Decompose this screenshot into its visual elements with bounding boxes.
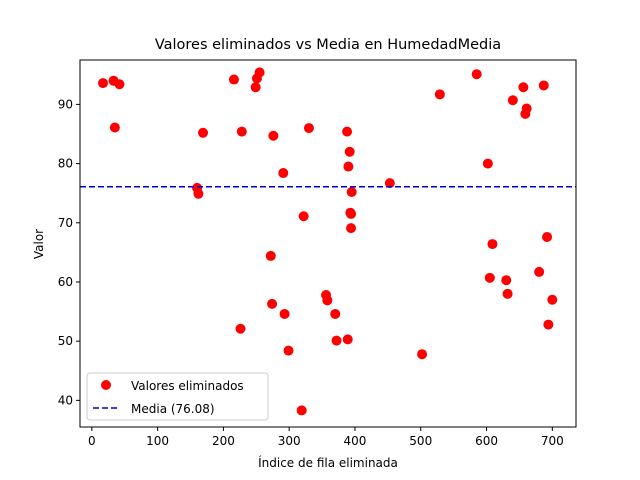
x-tick-label: 100 bbox=[146, 434, 169, 448]
scatter-point bbox=[236, 126, 247, 137]
scatter-point bbox=[434, 89, 445, 100]
scatter-point bbox=[484, 272, 495, 283]
x-ticks: 0 100 200 300 400 500 600 700 bbox=[88, 427, 564, 448]
scatter-point bbox=[254, 67, 265, 78]
scatter-point bbox=[501, 275, 512, 286]
x-tick-label: 300 bbox=[278, 434, 301, 448]
y-tick-label: 50 bbox=[58, 334, 73, 348]
scatter-point bbox=[547, 294, 558, 305]
x-tick-label: 600 bbox=[475, 434, 498, 448]
scatter-point bbox=[265, 250, 276, 261]
scatter-point bbox=[193, 188, 204, 199]
scatter-point bbox=[482, 158, 493, 169]
scatter-point bbox=[267, 298, 278, 309]
scatter-point bbox=[298, 211, 309, 222]
scatter-point bbox=[343, 161, 354, 172]
chart-title: Valores eliminados vs Media en HumedadMe… bbox=[155, 37, 501, 53]
y-tick-label: 70 bbox=[58, 216, 73, 230]
scatter-point bbox=[296, 405, 307, 416]
scatter-point bbox=[344, 146, 355, 157]
scatter-point bbox=[268, 130, 279, 141]
points-layer bbox=[98, 67, 558, 416]
x-axis-label: Índice de fila eliminada bbox=[258, 455, 398, 470]
legend-label-scatter: Valores eliminados bbox=[131, 379, 244, 393]
scatter-point bbox=[342, 334, 353, 345]
x-tick-label: 500 bbox=[409, 434, 432, 448]
scatter-point bbox=[502, 288, 513, 299]
scatter-point bbox=[279, 308, 290, 319]
scatter-point bbox=[98, 78, 109, 89]
scatter-point bbox=[346, 223, 357, 234]
scatter-point bbox=[543, 319, 554, 330]
x-tick-label: 400 bbox=[344, 434, 367, 448]
y-ticks: 40 50 60 70 80 90 bbox=[58, 97, 80, 407]
scatter-point bbox=[114, 79, 125, 90]
scatter-point bbox=[346, 208, 357, 219]
scatter-point bbox=[109, 122, 120, 133]
scatter-point bbox=[303, 123, 314, 134]
scatter-point bbox=[250, 82, 261, 93]
x-tick-label: 200 bbox=[212, 434, 235, 448]
legend: Valores eliminados Media (76.08) bbox=[86, 372, 269, 421]
y-axis-label: Valor bbox=[32, 229, 46, 259]
y-tick-label: 60 bbox=[58, 275, 73, 289]
scatter-point bbox=[487, 239, 498, 250]
x-tick-label: 0 bbox=[88, 434, 96, 448]
scatter-point bbox=[542, 231, 553, 242]
scatter-point bbox=[384, 178, 395, 189]
scatter-point bbox=[417, 349, 428, 360]
scatter-point bbox=[534, 266, 545, 277]
scatter-point bbox=[235, 323, 246, 334]
legend-marker-scatter bbox=[101, 380, 111, 390]
scatter-point bbox=[518, 82, 529, 93]
y-tick-label: 40 bbox=[58, 393, 73, 407]
plot-frame bbox=[79, 59, 577, 428]
scatter-point bbox=[198, 127, 209, 138]
y-tick-label: 80 bbox=[58, 157, 73, 171]
scatter-point bbox=[538, 80, 549, 91]
scatter-point bbox=[322, 295, 333, 306]
x-tick-label: 700 bbox=[541, 434, 564, 448]
scatter-point bbox=[471, 69, 482, 80]
scatter-point bbox=[228, 74, 239, 85]
scatter-point bbox=[330, 308, 341, 319]
scatter-point bbox=[346, 187, 357, 198]
legend-label-mean: Media (76.08) bbox=[131, 402, 215, 416]
scatter-point bbox=[331, 335, 342, 346]
scatter-point bbox=[507, 95, 518, 106]
scatter-point bbox=[278, 168, 289, 179]
y-tick-label: 90 bbox=[58, 97, 73, 111]
scatter-point bbox=[283, 345, 294, 356]
scatter-point bbox=[521, 103, 532, 114]
legend-box bbox=[86, 372, 269, 421]
scatter-point bbox=[342, 126, 353, 137]
